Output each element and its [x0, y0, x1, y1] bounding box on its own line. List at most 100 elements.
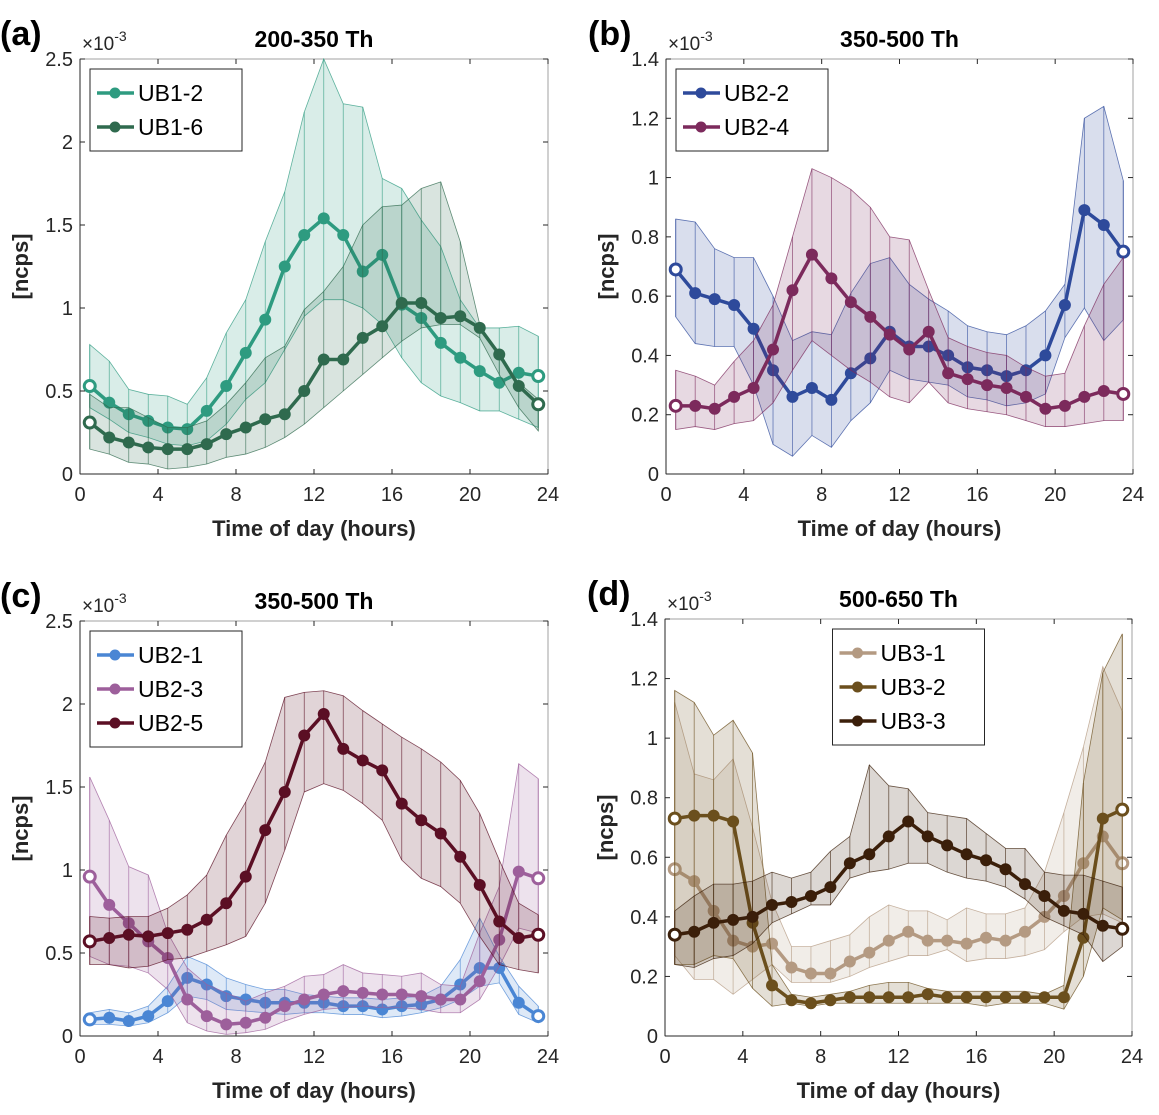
data-point	[1058, 299, 1071, 312]
data-point	[259, 1011, 272, 1024]
data-point	[825, 393, 838, 406]
data-point	[415, 297, 428, 310]
data-point	[454, 993, 467, 1006]
data-point	[142, 1010, 155, 1023]
legend-box	[675, 68, 829, 152]
data-point	[82, 1012, 97, 1027]
data-point	[1078, 390, 1091, 403]
data-point	[454, 351, 467, 364]
data-point	[82, 869, 97, 884]
y-tick-label: 0.6	[630, 847, 658, 869]
data-point	[941, 991, 954, 1004]
data-point	[999, 863, 1012, 876]
x-axis-label: Time of day (hours)	[797, 1078, 1001, 1103]
panel-label: (a)	[0, 15, 42, 53]
data-point	[531, 397, 546, 412]
data-point	[278, 408, 291, 421]
data-point	[493, 915, 506, 928]
data-point	[667, 811, 682, 826]
y-tick-label: 1.5	[45, 777, 73, 799]
data-point	[317, 212, 330, 225]
legend-label: UB1-2	[138, 80, 203, 106]
data-point	[863, 991, 876, 1004]
data-point	[843, 991, 856, 1004]
data-point	[434, 993, 447, 1006]
data-point	[356, 986, 369, 999]
data-point	[434, 311, 447, 324]
y-multiplier: ×10-3	[82, 590, 127, 617]
legend-label: UB2-1	[138, 642, 203, 668]
data-point	[1019, 390, 1032, 403]
data-point	[941, 934, 954, 947]
data-point	[415, 814, 428, 827]
data-point	[298, 385, 311, 397]
y-tick-label: 2.5	[45, 611, 73, 633]
data-point	[1039, 349, 1052, 362]
x-tick-label: 0	[659, 1046, 670, 1068]
data-point	[689, 287, 702, 300]
data-point	[82, 934, 97, 949]
data-point	[395, 297, 408, 310]
x-tick-label: 12	[888, 484, 910, 506]
data-point	[902, 925, 915, 938]
data-point	[727, 815, 740, 828]
data-point	[825, 272, 838, 285]
legend-marker	[109, 121, 121, 133]
data-point	[473, 365, 486, 378]
data-point	[337, 353, 350, 366]
data-point	[337, 228, 350, 241]
y-tick-label: 0	[647, 1026, 658, 1048]
data-point	[103, 932, 116, 945]
data-point	[376, 320, 389, 333]
y-tick-label: 1	[647, 728, 658, 750]
x-tick-label: 16	[381, 1046, 403, 1068]
panel-label: (b)	[588, 15, 631, 53]
legend-marker	[109, 649, 121, 661]
legend-label: UB2-4	[724, 114, 789, 140]
data-point	[1096, 812, 1109, 825]
y-tick-label: 2	[62, 694, 73, 716]
panel-d: 0 4 8 12 16 20 24 0 0.2 0.4 0.6 0.8 1 1.2 1.4 ×10-3 500-…	[587, 575, 1143, 1103]
data-point	[960, 848, 973, 861]
data-point	[961, 373, 974, 386]
chart-title: 500-650 Th	[839, 586, 958, 612]
exponent: -3	[699, 588, 712, 604]
data-point	[805, 248, 818, 261]
data-point	[220, 897, 233, 910]
data-point	[473, 975, 486, 988]
x-tick-label: 0	[74, 484, 85, 506]
data-point	[746, 910, 759, 923]
legend-label: UB3-2	[881, 674, 946, 700]
y-axis-label: [ncps]	[594, 234, 619, 300]
data-point	[103, 1011, 116, 1024]
data-point	[220, 380, 233, 393]
data-point	[863, 946, 876, 959]
data-point	[883, 328, 896, 341]
data-point	[298, 228, 311, 241]
data-point	[200, 1010, 213, 1023]
data-point	[278, 260, 291, 273]
data-point	[864, 310, 877, 323]
x-tick-label: 12	[303, 484, 325, 506]
data-point	[707, 809, 720, 822]
data-point	[1018, 925, 1031, 938]
y-tick-label: 2	[62, 132, 73, 154]
y-tick-label: 0.8	[630, 788, 658, 810]
data-point	[882, 991, 895, 1004]
data-point	[395, 797, 408, 810]
data-point	[531, 871, 546, 886]
x-tick-label: 4	[737, 1046, 748, 1068]
data-point	[259, 313, 272, 326]
data-point	[161, 443, 174, 456]
data-point	[239, 1016, 252, 1029]
data-point	[278, 785, 291, 798]
exponent: -3	[114, 28, 127, 44]
data-point	[220, 1018, 233, 1031]
y-tick-label: 1.4	[630, 609, 658, 631]
data-point	[902, 815, 915, 828]
data-point	[1058, 399, 1071, 412]
data-point	[142, 441, 155, 454]
data-point	[531, 369, 546, 384]
data-point	[376, 764, 389, 777]
